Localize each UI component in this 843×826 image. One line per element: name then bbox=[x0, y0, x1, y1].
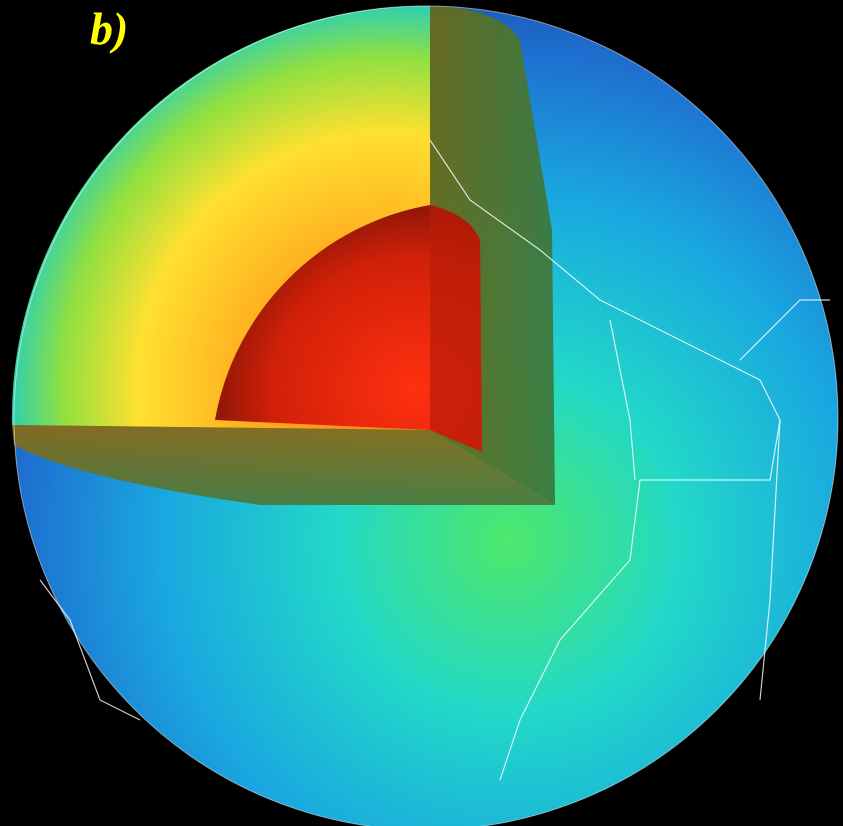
figure: b) bbox=[0, 0, 843, 826]
core-face bbox=[430, 205, 482, 452]
page: b) (() => { const data = JSON.parse(docu… bbox=[0, 0, 843, 826]
panel-label: b) bbox=[90, 3, 128, 54]
